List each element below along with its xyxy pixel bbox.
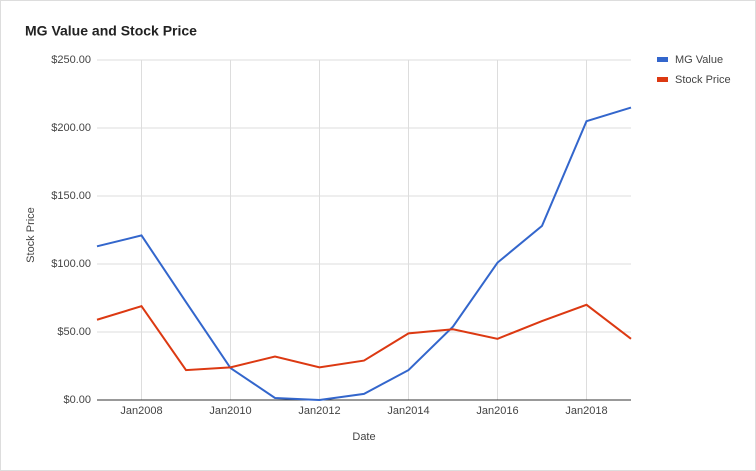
y-tick-label: $250.00 bbox=[51, 54, 91, 66]
y-axis-label: Stock Price bbox=[25, 207, 37, 263]
x-tick-label: Jan2008 bbox=[120, 405, 162, 417]
y-tick-label: $0.00 bbox=[63, 394, 91, 406]
series-line bbox=[96, 303, 632, 372]
x-tick-label: Jan2012 bbox=[298, 405, 340, 417]
series-line bbox=[96, 106, 632, 402]
x-tick-label: Jan2016 bbox=[476, 405, 518, 417]
legend-swatch bbox=[657, 77, 668, 82]
legend-label: Stock Price bbox=[675, 74, 731, 86]
x-tick-label: Jan2010 bbox=[209, 405, 251, 417]
x-tick-label: Jan2014 bbox=[387, 405, 429, 417]
y-tick-label: $200.00 bbox=[51, 122, 91, 134]
x-tick-label: Jan2018 bbox=[565, 405, 607, 417]
y-tick-label: $50.00 bbox=[57, 326, 91, 338]
x-axis-label: Date bbox=[352, 431, 375, 443]
legend-swatch bbox=[657, 57, 668, 62]
y-tick-label: $150.00 bbox=[51, 190, 91, 202]
chart-title: MG Value and Stock Price bbox=[25, 23, 197, 39]
y-tick-label: $100.00 bbox=[51, 258, 91, 270]
legend-label: MG Value bbox=[675, 54, 723, 66]
